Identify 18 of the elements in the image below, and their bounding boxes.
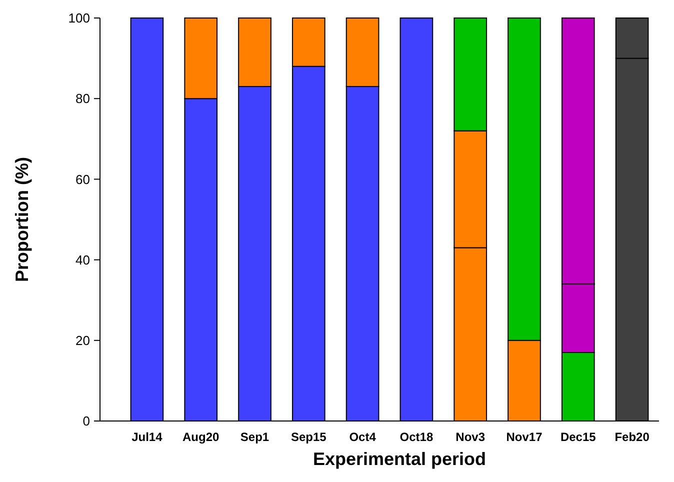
y-axis-title: Proportion (%): [12, 157, 32, 282]
y-tick-label: 20: [76, 332, 90, 348]
x-tick-label: Nov3: [456, 430, 486, 444]
x-tick-label: Nov17: [506, 430, 543, 444]
x-tick-label: Sep1: [240, 430, 270, 444]
y-tick-label: 0: [82, 414, 90, 429]
x-tick-label: Oct4: [349, 430, 376, 444]
y-tick-label: 60: [76, 172, 90, 187]
y-tick-label: 80: [76, 91, 90, 106]
x-axis-title: Experimental period: [312, 449, 486, 469]
y-tick-label: 40: [76, 252, 90, 268]
x-tick-label: Sep15: [290, 430, 327, 444]
x-tick-label: Feb20: [614, 430, 650, 444]
x-tick-label: Dec15: [560, 430, 596, 444]
y-tick-label: 100: [68, 10, 90, 26]
x-tick-label: Oct18: [400, 430, 434, 444]
x-tick-label: Jul14: [132, 430, 163, 444]
x-tick-label: Aug20: [182, 430, 220, 444]
